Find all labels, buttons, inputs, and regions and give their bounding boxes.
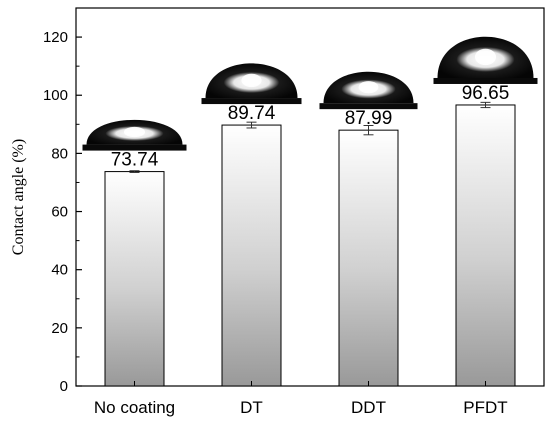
droplet-highlight — [123, 126, 146, 138]
y-tick-label: 120 — [43, 29, 68, 46]
droplet-icon — [433, 36, 538, 84]
bar-ddt — [338, 129, 399, 387]
droplet-highlight — [474, 48, 497, 66]
y-tick-label: 80 — [51, 145, 68, 162]
y-tick-label: 100 — [43, 87, 68, 104]
bar-dt — [221, 124, 282, 387]
data-label: 89.74 — [228, 103, 276, 124]
substrate-line — [82, 144, 187, 151]
category-label: PFDT — [463, 398, 507, 417]
droplet-icon — [82, 119, 187, 151]
droplets-layer — [82, 36, 538, 151]
y-axis-title: Contact angle (%) — [10, 139, 27, 255]
category-label: DT — [240, 398, 263, 417]
substrate-line — [433, 77, 538, 84]
error-bar — [246, 121, 257, 129]
droplet-highlight — [358, 81, 379, 94]
droplet-highlight — [241, 73, 262, 88]
error-bar — [129, 170, 140, 173]
y-tick-label: 20 — [51, 320, 68, 337]
plot-frame — [75, 7, 545, 387]
bar-pfdt — [455, 104, 516, 387]
droplet-icon — [319, 71, 418, 110]
y-tick-label: 0 — [60, 378, 68, 395]
error-bar — [480, 101, 491, 109]
substrate-line — [201, 98, 302, 105]
category-label: No coating — [94, 398, 175, 417]
droplet-icon — [201, 63, 302, 105]
bars-layer — [104, 101, 516, 387]
labels-layer: 73.74 No coating 89.74 DT 87.99 DDT 96.65 PFDT — [94, 83, 509, 417]
y-tick-label: 40 — [51, 262, 68, 279]
error-bar — [363, 124, 374, 136]
substrate-line — [319, 103, 418, 110]
data-label: 96.65 — [462, 83, 510, 104]
y-axis: 0 20 40 60 80 100 120 — [43, 29, 82, 395]
category-label: DDT — [351, 398, 386, 417]
data-label: 87.99 — [345, 108, 393, 129]
data-label: 73.74 — [111, 150, 159, 171]
y-tick-label: 60 — [51, 204, 68, 221]
bar-no-coating — [104, 171, 165, 387]
